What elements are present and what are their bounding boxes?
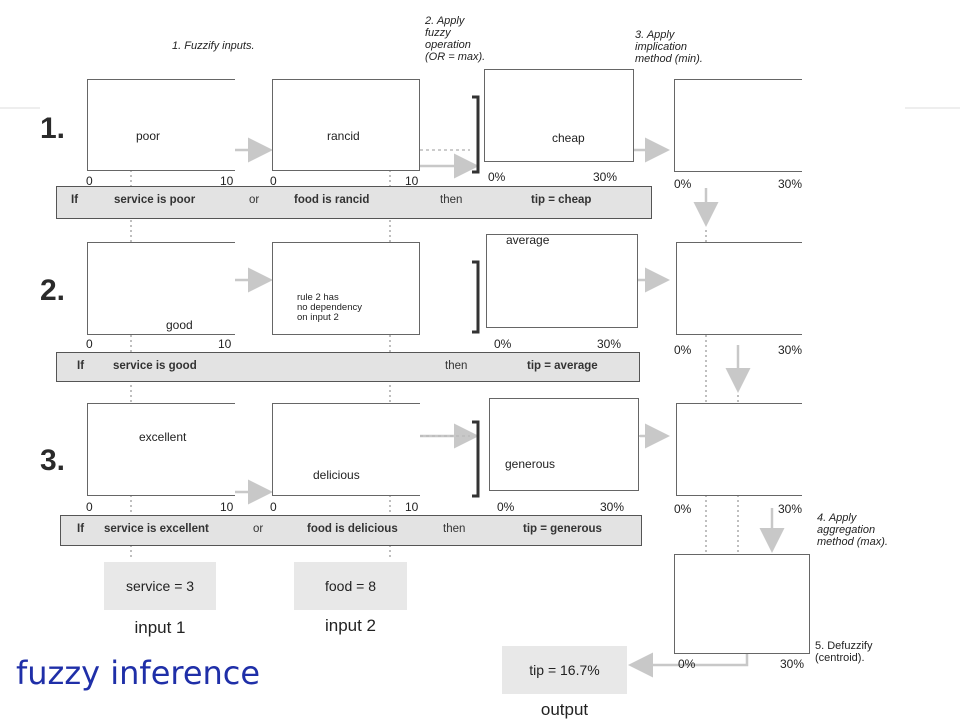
- cheap-label: cheap: [552, 131, 585, 145]
- tick-0: 0: [86, 337, 93, 351]
- rule-operator: or: [253, 523, 264, 535]
- rule-condition: service is good: [113, 360, 197, 372]
- poor-label: poor: [136, 129, 161, 143]
- tick-10: 10: [405, 174, 419, 188]
- no-dependency-box: rule 2 has no dependency on input 2: [272, 242, 420, 335]
- rule-then: then: [445, 360, 468, 372]
- bracket-2: [472, 260, 480, 334]
- rule-if: If: [71, 194, 79, 206]
- rule-condition: service is excellent: [104, 523, 209, 535]
- rancid-label: rancid: [327, 129, 360, 143]
- tick-0: 0: [270, 174, 277, 188]
- rule-then: then: [443, 523, 466, 535]
- tick-0-pct: 0%: [494, 337, 512, 351]
- tick-30-pct: 30%: [600, 500, 625, 514]
- step-defuzzify-label: 5. Defuzzify (centroid).: [815, 640, 873, 664]
- rule-number-2: 2.: [40, 274, 66, 307]
- output-caption: output: [540, 700, 589, 719]
- generous-mf-box: [489, 398, 639, 491]
- cheap-implication-box: [674, 79, 802, 172]
- no-dependency-note: rule 2 has no dependency on input 2: [297, 292, 362, 323]
- page-title: fuzzy inference: [16, 654, 261, 692]
- rule-if: If: [77, 523, 85, 535]
- rule-operator: or: [249, 194, 260, 206]
- tick-0-pct: 0%: [674, 177, 692, 191]
- rule-3-bar: If service is excellent or food is delic…: [60, 515, 642, 546]
- excellent-label: excellent: [139, 430, 187, 444]
- cheap-mf-box: [484, 69, 634, 162]
- tick-0-pct: 0%: [497, 500, 515, 514]
- rule-number-3: 3.: [40, 444, 66, 477]
- tick-0: 0: [86, 174, 93, 188]
- tick-30-pct: 30%: [597, 337, 622, 351]
- average-mf-box: [486, 234, 638, 328]
- tick-10: 10: [220, 500, 234, 514]
- tick-0-pct: 0%: [674, 502, 692, 516]
- delicious-mf-box: [272, 403, 420, 496]
- delicious-label: delicious: [313, 468, 360, 482]
- average-label: average: [506, 233, 550, 247]
- rule-condition: service is poor: [114, 194, 196, 206]
- step-apply-op-label: 2. Apply fuzzy operation (OR = max).: [425, 15, 486, 63]
- rule-then: then: [440, 194, 463, 206]
- generous-label: generous: [505, 457, 556, 471]
- tick-10: 10: [405, 500, 419, 514]
- tick-0: 0: [86, 500, 93, 514]
- output-value: tip = 16.7%: [502, 646, 627, 694]
- tick-0-pct: 0%: [678, 657, 696, 671]
- rule-condition: food is rancid: [294, 194, 370, 206]
- tick-10: 10: [218, 337, 232, 351]
- good-label: good: [166, 318, 193, 332]
- average-implication-box: [676, 242, 802, 335]
- tick-30-pct: 30%: [778, 502, 803, 516]
- rule-condition: food is delicious: [307, 523, 398, 535]
- input-1-caption: input 1: [134, 618, 186, 637]
- rule-1-bar: If service is poor or food is rancid the…: [56, 186, 652, 219]
- food-input-value: food = 8: [294, 562, 407, 610]
- tick-10: 10: [220, 174, 234, 188]
- rule-result: tip = cheap: [531, 194, 592, 206]
- tick-30-pct: 30%: [593, 170, 618, 184]
- poor-mf-box: [87, 79, 235, 171]
- tick-0-pct: 0%: [488, 170, 506, 184]
- excellent-mf-box: [87, 403, 235, 496]
- tick-30-pct: 30%: [778, 343, 803, 357]
- tick-0-pct: 0%: [674, 343, 692, 357]
- tick-0: 0: [270, 500, 277, 514]
- tick-30-pct: 30%: [778, 177, 803, 191]
- step-fuzzify-label: 1. Fuzzify inputs.: [172, 40, 255, 52]
- rule-2-bar: If service is good then tip = average: [56, 352, 640, 382]
- aggregation-box: [674, 554, 810, 654]
- rancid-mf-box: [272, 79, 420, 171]
- rule-result: tip = generous: [523, 523, 602, 535]
- rule-number-1: 1.: [40, 112, 66, 145]
- step-implication-label: 3. Apply implication method (min).: [635, 29, 703, 65]
- input-2-caption: input 2: [324, 616, 377, 635]
- rule-result: tip = average: [527, 360, 598, 372]
- bracket-1: [472, 95, 480, 174]
- step-aggregation-label: 4. Apply aggregation method (max).: [817, 512, 888, 548]
- service-input-value: service = 3: [104, 562, 216, 610]
- generous-implication-box: [676, 403, 802, 496]
- good-mf-box: [87, 242, 235, 335]
- bracket-3: [472, 420, 480, 498]
- rule-if: If: [77, 360, 85, 372]
- tick-30-pct: 30%: [780, 657, 805, 671]
